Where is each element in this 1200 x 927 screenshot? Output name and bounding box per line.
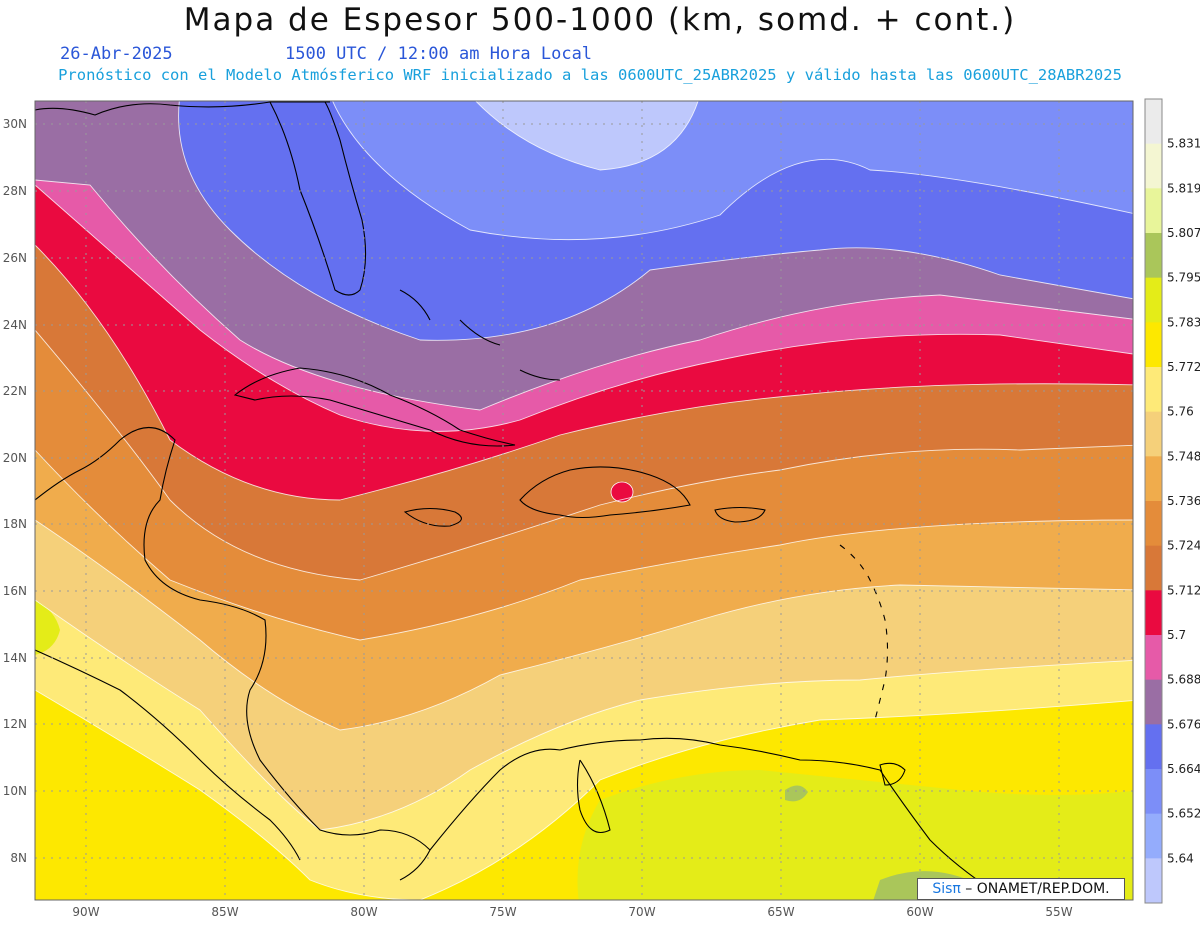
legend-level-label: 5.819 (1167, 181, 1200, 195)
lat-label: 24N (3, 318, 27, 332)
legend-swatch (1145, 322, 1162, 368)
band-5700-spot (610, 481, 634, 503)
central-america (35, 427, 431, 881)
legend-swatch (1145, 635, 1162, 681)
coastlines (35, 101, 1001, 896)
legend-level-label: 5.783 (1167, 315, 1200, 329)
legend-swatch (1145, 99, 1162, 145)
credit-badge: Sisπ – ONAMET/REP.DOM. (917, 878, 1125, 900)
jamaica (403, 507, 462, 527)
map-frame (34, 100, 1134, 901)
lon-label: 55W (1045, 905, 1072, 919)
lat-label: 16N (3, 584, 27, 598)
lon-label: 85W (211, 905, 238, 919)
lon-label: 90W (72, 905, 99, 919)
thickness-bands (35, 101, 1133, 900)
legend-swatch (1145, 724, 1162, 770)
lon-label: 60W (906, 905, 933, 919)
lat-axis: 30N 28N 26N 24N 22N 20N 18N 16N 14N 12N … (3, 117, 27, 865)
legend-swatch (1145, 545, 1162, 591)
hispaniola (519, 466, 691, 519)
lon-label: 80W (350, 905, 377, 919)
legend-swatch (1145, 679, 1162, 725)
legend-level-label: 5.7 (1167, 628, 1186, 642)
bahamas (399, 289, 561, 381)
lon-label: 75W (489, 905, 516, 919)
band-5783-west (35, 600, 60, 655)
legend-swatch (1145, 233, 1162, 279)
trinidad (879, 762, 906, 786)
legend-swatch (1145, 411, 1162, 457)
graticule (35, 101, 1133, 900)
legend-level-label: 5.772 (1167, 360, 1200, 374)
legend-level-label: 5.795 (1167, 271, 1200, 285)
lat-label: 10N (3, 784, 27, 798)
lat-label: 14N (3, 651, 27, 665)
lat-label: 30N (3, 117, 27, 131)
maracaibo (576, 759, 611, 834)
legend-frame (1144, 98, 1163, 904)
legend-swatch (1145, 367, 1162, 413)
legend-swatch (1145, 590, 1162, 636)
legend-swatch (1145, 813, 1162, 859)
legend-level-label: 5.724 (1167, 539, 1200, 553)
lon-axis: 90W 85W 80W 75W 70W 65W 60W 55W (72, 905, 1072, 919)
contour-lines (35, 101, 1133, 900)
forecast-info: Pronóstico con el Modelo Atmósferico WRF… (58, 66, 1122, 84)
legend-swatch (1145, 858, 1162, 904)
band-5783 (577, 770, 1133, 900)
us-gulf-coast (35, 101, 330, 116)
puerto-rico (714, 506, 766, 523)
south-america-north (429, 737, 1001, 896)
legend-swatch (1145, 769, 1162, 815)
lat-label: 12N (3, 717, 27, 731)
lat-label: 20N (3, 451, 27, 465)
legend-swatch (1145, 188, 1162, 234)
lat-label: 22N (3, 384, 27, 398)
band-5795-spot (785, 785, 808, 802)
lat-label: 18N (3, 517, 27, 531)
lat-label: 28N (3, 184, 27, 198)
legend-level-label: 5.652 (1167, 807, 1200, 821)
legend-swatch (1145, 143, 1162, 189)
legend-swatch (1145, 501, 1162, 547)
legend-level-label: 5.807 (1167, 226, 1200, 240)
legend-level-label: 5.736 (1167, 494, 1200, 508)
map-title: Mapa de Espesor 500-1000 (km, somd. + co… (183, 2, 1017, 38)
valid-date: 26-Abr-2025 (60, 44, 173, 64)
lesser-antilles (839, 544, 889, 721)
cuba (233, 367, 516, 447)
lat-label: 26N (3, 251, 27, 265)
legend-level-label: 5.712 (1167, 583, 1200, 597)
legend-level-label: 5.831 (1167, 137, 1200, 151)
legend-swatch (1145, 277, 1162, 323)
legend-level-label: 5.64 (1167, 851, 1194, 865)
legend-level-label: 5.748 (1167, 449, 1200, 463)
sispi-brand: Sisπ (932, 881, 961, 897)
legend-level-label: 5.76 (1167, 405, 1194, 419)
credit-org: – ONAMET/REP.DOM. (960, 881, 1110, 897)
legend-level-label: 5.688 (1167, 673, 1200, 687)
lon-label: 70W (628, 905, 655, 919)
legend-swatch (1145, 456, 1162, 502)
legend-level-label: 5.676 (1167, 717, 1200, 731)
valid-time: 1500 UTC / 12:00 am Hora Local (285, 44, 593, 64)
legend-level-label: 5.664 (1167, 762, 1200, 776)
lat-label: 8N (10, 851, 27, 865)
lon-label: 65W (767, 905, 794, 919)
pacific-coast (35, 649, 301, 861)
florida (269, 101, 367, 296)
color-legend: 5.831 5.819 5.807 5.795 5.783 5.772 5.76 5.748 5… (1144, 98, 1200, 904)
